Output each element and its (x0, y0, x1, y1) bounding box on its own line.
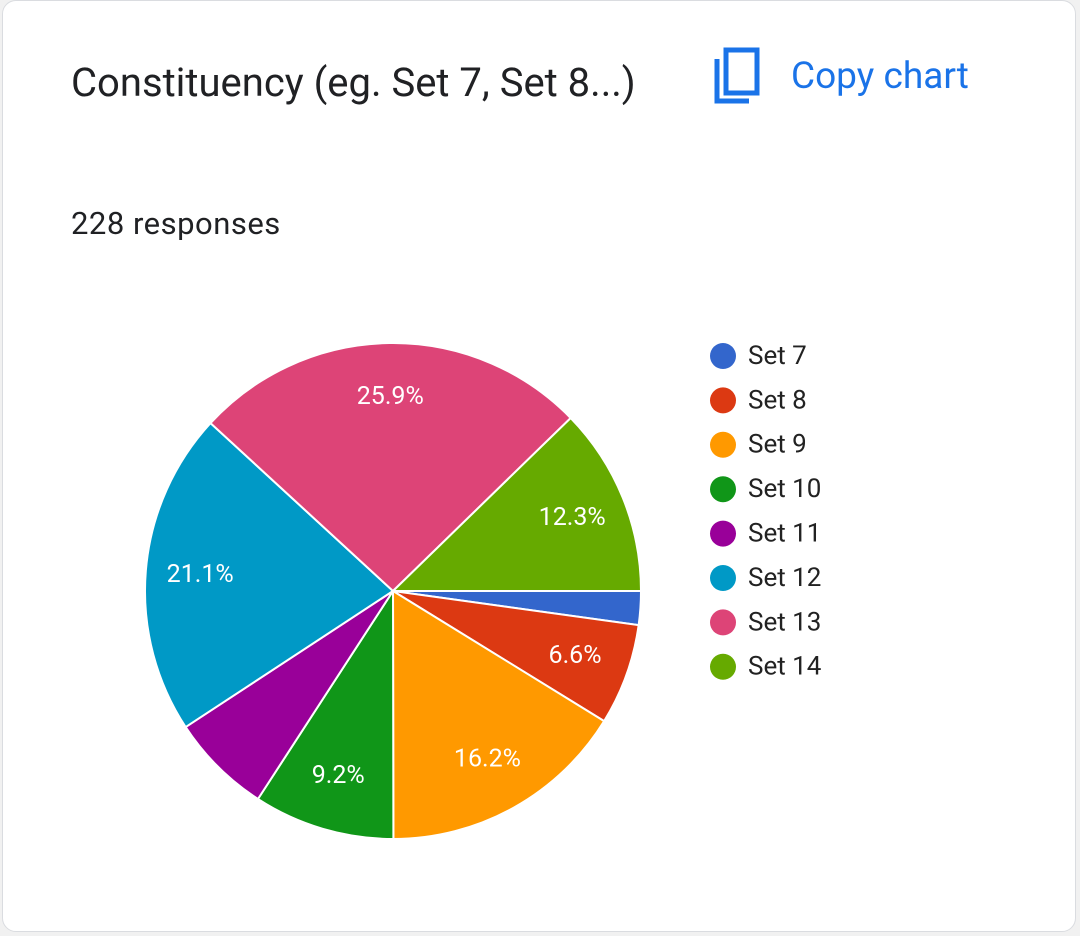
pie-slice (390, 416, 643, 592)
legend-label: Set 14 (748, 652, 822, 682)
slice-label: 21.1% (167, 560, 234, 589)
legend-swatch (710, 387, 736, 414)
legend-label: Set 11 (748, 518, 821, 548)
legend-swatch (710, 476, 736, 503)
pie-chart: 6.6% 16.2% 9.2% 21.1% 25.9% 12.3% Set 7 Set 8 Se… (144, 341, 822, 841)
legend-swatch (710, 520, 736, 547)
slice-label: 16.2% (454, 744, 521, 773)
pie-slice (256, 587, 395, 841)
copy-icon (714, 47, 760, 104)
slice-label: 9.2% (312, 761, 365, 790)
pie-slice (144, 421, 395, 729)
copy-chart-button[interactable]: Copy chart (711, 47, 969, 105)
chart-title: Constituency (eg. Set 7, Set 8...) (71, 59, 636, 106)
pie-slice (391, 589, 606, 841)
legend-swatch (710, 653, 736, 680)
legend-swatch (710, 609, 736, 636)
legend-label: Set 7 (748, 341, 807, 371)
legend-label: Set 8 (748, 385, 807, 415)
slice-label: 25.9% (357, 382, 424, 411)
legend-label: Set 12 (748, 563, 821, 593)
slice-label: 12.3% (539, 503, 606, 532)
copy-chart-label[interactable]: Copy chart (791, 54, 969, 98)
legend-label: Set 13 (748, 607, 821, 637)
response-count: 228 responses (71, 205, 281, 242)
legend-swatch (710, 565, 736, 591)
legend-label: Set 9 (748, 430, 807, 460)
slice-label: 6.6% (549, 641, 602, 670)
legend-swatch (710, 343, 736, 369)
legend-label: Set 10 (748, 474, 821, 504)
legend-swatch (710, 431, 736, 458)
pie-slice (209, 342, 573, 593)
